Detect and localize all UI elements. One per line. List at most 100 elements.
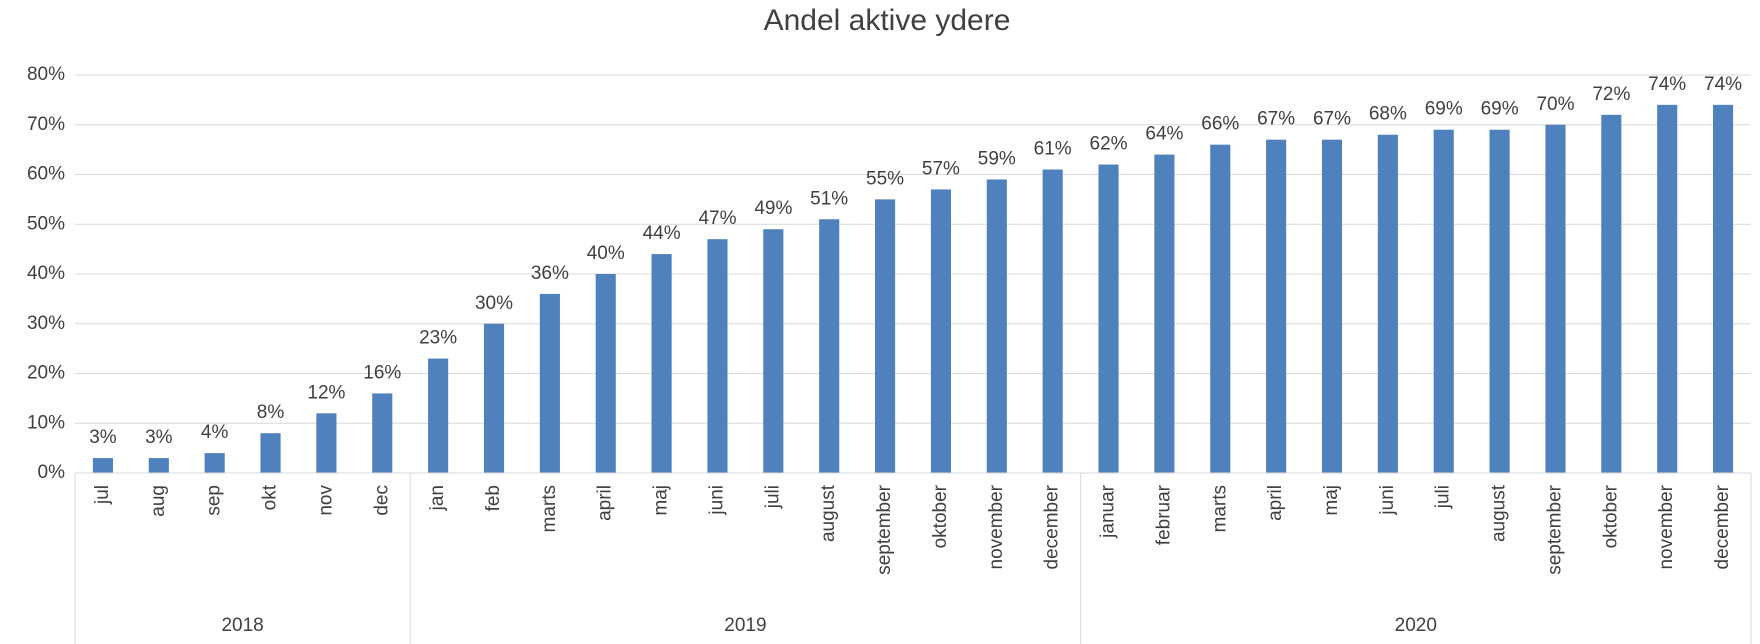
data-label: 8% bbox=[257, 402, 285, 423]
x-tick-label: aug bbox=[148, 485, 169, 517]
x-tick-label: december bbox=[1712, 484, 1733, 569]
data-label: 64% bbox=[1145, 124, 1183, 145]
data-label: 69% bbox=[1425, 99, 1463, 120]
bar bbox=[1489, 129, 1510, 473]
bar bbox=[428, 358, 449, 473]
data-label: 62% bbox=[1090, 134, 1128, 155]
bar bbox=[1545, 124, 1566, 473]
data-label: 30% bbox=[475, 293, 513, 314]
data-label: 47% bbox=[698, 208, 736, 229]
x-tick-label: maj bbox=[1321, 485, 1342, 516]
data-label: 40% bbox=[587, 243, 625, 264]
x-tick-label: sep bbox=[204, 485, 225, 516]
x-tick-label: juni bbox=[706, 485, 727, 516]
x-tick-label: maj bbox=[651, 485, 672, 516]
x-tick-label: dec bbox=[371, 485, 392, 516]
y-tick-label: 40% bbox=[27, 263, 65, 284]
bar bbox=[1601, 114, 1622, 474]
group-label: 2018 bbox=[221, 615, 263, 636]
data-label: 69% bbox=[1481, 99, 1519, 120]
y-tick-label: 70% bbox=[27, 114, 65, 135]
data-label: 67% bbox=[1257, 109, 1295, 130]
x-tick-label: november bbox=[986, 484, 1007, 569]
data-label: 44% bbox=[643, 223, 681, 244]
x-tick-label: jul bbox=[92, 485, 113, 505]
data-label: 4% bbox=[201, 422, 229, 443]
x-tick-label: april bbox=[595, 485, 616, 521]
data-label: 57% bbox=[922, 158, 960, 179]
x-tick-label: okt bbox=[260, 484, 281, 510]
bar bbox=[651, 254, 672, 473]
data-label: 74% bbox=[1648, 74, 1686, 95]
bar bbox=[707, 239, 728, 473]
x-tick-label: august bbox=[818, 484, 839, 542]
x-tick-label: februar bbox=[1153, 484, 1174, 545]
x-tick-label: juli bbox=[1433, 485, 1454, 509]
x-tick-label: september bbox=[874, 484, 895, 574]
x-tick-label: nov bbox=[315, 485, 336, 516]
data-label: 16% bbox=[363, 362, 401, 383]
bar bbox=[595, 274, 616, 473]
bar bbox=[763, 229, 784, 473]
chart-title: Andel aktive ydere bbox=[764, 4, 1011, 37]
x-tick-label: oktober bbox=[930, 484, 951, 548]
bar bbox=[539, 293, 560, 473]
bar bbox=[875, 199, 896, 473]
x-tick-label: september bbox=[1544, 484, 1565, 574]
bar bbox=[1433, 129, 1454, 473]
group-label: 2019 bbox=[724, 615, 766, 636]
bar bbox=[986, 179, 1007, 473]
bar bbox=[1266, 139, 1287, 474]
x-tick-label: november bbox=[1656, 484, 1677, 569]
data-label: 55% bbox=[866, 168, 904, 189]
data-label: 51% bbox=[810, 188, 848, 209]
bar bbox=[1210, 144, 1231, 473]
data-label: 49% bbox=[754, 198, 792, 219]
group-label: 2020 bbox=[1395, 615, 1437, 636]
x-tick-label: marts bbox=[1209, 485, 1230, 533]
bar bbox=[260, 433, 281, 473]
data-label: 61% bbox=[1034, 139, 1072, 160]
data-label: 74% bbox=[1704, 74, 1742, 95]
bar bbox=[1321, 139, 1343, 474]
y-tick-label: 10% bbox=[27, 412, 65, 433]
bar bbox=[1657, 104, 1678, 473]
x-tick-label: oktober bbox=[1600, 484, 1621, 548]
x-tick-label: feb bbox=[483, 485, 504, 511]
bar bbox=[483, 323, 505, 473]
data-label: 59% bbox=[978, 148, 1016, 169]
data-label: 36% bbox=[531, 263, 569, 284]
y-tick-label: 0% bbox=[38, 462, 66, 483]
y-tick-label: 80% bbox=[27, 64, 65, 85]
bar bbox=[1042, 169, 1063, 473]
data-label: 23% bbox=[419, 328, 457, 349]
data-label: 70% bbox=[1536, 94, 1574, 115]
x-tick-label: juni bbox=[1377, 485, 1398, 516]
data-label: 68% bbox=[1369, 104, 1407, 125]
bar bbox=[204, 453, 225, 473]
data-label: 67% bbox=[1313, 109, 1351, 130]
bar bbox=[819, 219, 840, 473]
x-tick-label: juli bbox=[762, 485, 783, 509]
y-tick-label: 20% bbox=[27, 363, 65, 384]
data-label: 12% bbox=[307, 382, 345, 403]
bar bbox=[316, 413, 337, 473]
bar bbox=[148, 458, 169, 473]
bar bbox=[1098, 164, 1119, 474]
x-tick-label: august bbox=[1489, 484, 1510, 542]
data-label: 72% bbox=[1592, 84, 1630, 105]
bar bbox=[930, 189, 951, 474]
bar bbox=[1713, 104, 1734, 473]
x-tick-label: december bbox=[1042, 484, 1063, 569]
x-tick-label: marts bbox=[539, 485, 560, 533]
x-tick-label: april bbox=[1265, 485, 1286, 521]
data-label: 66% bbox=[1201, 114, 1239, 135]
x-tick-label: jan bbox=[427, 485, 448, 511]
y-tick-label: 60% bbox=[27, 164, 65, 185]
bar bbox=[1377, 134, 1398, 473]
x-tick-label: januar bbox=[1098, 484, 1119, 538]
bar bbox=[92, 458, 113, 473]
data-label: 3% bbox=[145, 427, 173, 448]
